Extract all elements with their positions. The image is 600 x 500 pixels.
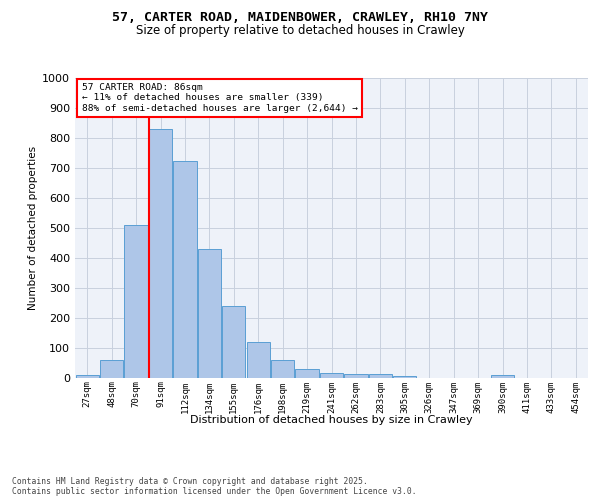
Bar <box>173 160 197 378</box>
Bar <box>295 368 319 378</box>
Bar <box>320 374 343 378</box>
Text: Contains HM Land Registry data © Crown copyright and database right 2025.
Contai: Contains HM Land Registry data © Crown c… <box>12 476 416 496</box>
Bar <box>344 374 368 378</box>
X-axis label: Distribution of detached houses by size in Crawley: Distribution of detached houses by size … <box>190 416 473 426</box>
Text: 57 CARTER ROAD: 86sqm
← 11% of detached houses are smaller (339)
88% of semi-det: 57 CARTER ROAD: 86sqm ← 11% of detached … <box>82 83 358 112</box>
Bar <box>100 360 123 378</box>
Bar <box>271 360 294 378</box>
Bar <box>198 250 221 378</box>
Bar <box>124 226 148 378</box>
Text: Size of property relative to detached houses in Crawley: Size of property relative to detached ho… <box>136 24 464 37</box>
Text: 57, CARTER ROAD, MAIDENBOWER, CRAWLEY, RH10 7NY: 57, CARTER ROAD, MAIDENBOWER, CRAWLEY, R… <box>112 11 488 24</box>
Bar <box>222 306 245 378</box>
Bar <box>393 376 416 378</box>
Y-axis label: Number of detached properties: Number of detached properties <box>28 146 38 310</box>
Bar <box>369 374 392 378</box>
Bar <box>247 342 270 378</box>
Bar <box>491 376 514 378</box>
Bar <box>76 374 99 378</box>
Bar <box>149 129 172 378</box>
